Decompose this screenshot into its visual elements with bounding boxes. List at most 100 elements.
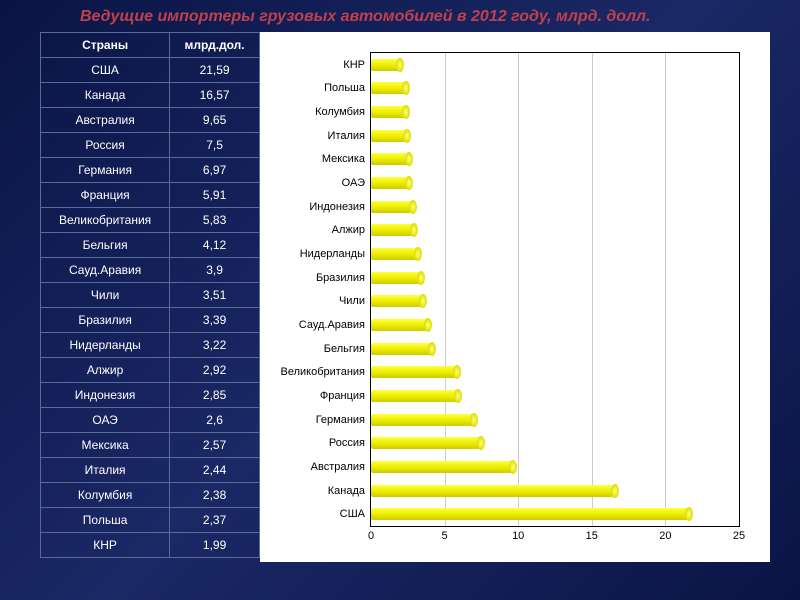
chart-bar — [371, 82, 406, 94]
cell-country: Россия — [41, 133, 170, 158]
cell-value: 5,91 — [170, 183, 260, 208]
y-category-label: Мексика — [322, 153, 365, 165]
bar-body — [371, 248, 418, 260]
table-row: Россия7,5 — [41, 133, 260, 158]
bar-body — [371, 508, 689, 520]
chart-bar — [371, 248, 418, 260]
cell-value: 2,92 — [170, 358, 260, 383]
page-title: Ведущие импортеры грузовых автомобилей в… — [0, 0, 800, 32]
chart-bar — [371, 153, 409, 165]
cell-country: Италия — [41, 458, 170, 483]
bar-cap — [611, 484, 619, 498]
cell-value: 2,6 — [170, 408, 260, 433]
cell-value: 3,39 — [170, 308, 260, 333]
bar-body — [371, 343, 432, 355]
chart-bar — [371, 201, 413, 213]
cell-value: 4,12 — [170, 233, 260, 258]
bar-body — [371, 201, 413, 213]
table-row: КНР1,99 — [41, 533, 260, 558]
table-row: Бельгия4,12 — [41, 233, 260, 258]
bar-cap — [428, 342, 436, 356]
y-category-label: США — [340, 508, 365, 520]
y-category-label: Польша — [324, 82, 365, 94]
y-category-label: Индонезия — [309, 201, 365, 213]
cell-country: Франция — [41, 183, 170, 208]
table-row: Алжир2,92 — [41, 358, 260, 383]
chart-bar — [371, 130, 407, 142]
table-row: Австралия9,65 — [41, 108, 260, 133]
table-row: ОАЭ2,6 — [41, 408, 260, 433]
bar-body — [371, 295, 423, 307]
bar-body — [371, 82, 406, 94]
col-header-value: млрд.дол. — [170, 33, 260, 58]
cell-country: Нидерланды — [41, 333, 170, 358]
cell-value: 6,97 — [170, 158, 260, 183]
bar-body — [371, 272, 421, 284]
chart-bar — [371, 319, 428, 331]
cell-country: Польша — [41, 508, 170, 533]
gridline — [518, 53, 519, 526]
bar-body — [371, 390, 458, 402]
bar-body — [371, 224, 414, 236]
cell-value: 21,59 — [170, 58, 260, 83]
y-category-label: Бразилия — [316, 272, 365, 284]
y-category-label: Германия — [316, 414, 365, 426]
data-table: Страны млрд.дол. США21,59Канада16,57Авст… — [40, 32, 260, 562]
chart-bar — [371, 508, 689, 520]
table-row: Бразилия3,39 — [41, 308, 260, 333]
bar-cap — [509, 460, 517, 474]
chart-bar — [371, 437, 481, 449]
cell-value: 1,99 — [170, 533, 260, 558]
bar-cap — [402, 81, 410, 95]
bar-body — [371, 106, 406, 118]
chart-bar — [371, 390, 458, 402]
chart-bar — [371, 224, 414, 236]
cell-value: 7,5 — [170, 133, 260, 158]
chart-bar — [371, 366, 457, 378]
chart-bar — [371, 106, 406, 118]
col-header-country: Страны — [41, 33, 170, 58]
bar-body — [371, 153, 409, 165]
cell-country: Алжир — [41, 358, 170, 383]
gridline — [445, 53, 446, 526]
y-category-label: ОАЭ — [342, 177, 365, 189]
bar-cap — [453, 365, 461, 379]
cell-country: Индонезия — [41, 383, 170, 408]
bar-cap — [417, 271, 425, 285]
x-tick-label: 10 — [512, 530, 524, 542]
y-category-label: Австралия — [311, 461, 365, 473]
cell-country: США — [41, 58, 170, 83]
table-row: Индонезия2,85 — [41, 383, 260, 408]
cell-country: Канада — [41, 83, 170, 108]
bar-cap — [477, 436, 485, 450]
cell-country: Австралия — [41, 108, 170, 133]
bar-cap — [470, 413, 478, 427]
cell-value: 2,57 — [170, 433, 260, 458]
cell-country: КНР — [41, 533, 170, 558]
cell-country: Бразилия — [41, 308, 170, 333]
bar-cap — [403, 129, 411, 143]
cell-country: Сауд.Аравия — [41, 258, 170, 283]
chart-bar — [371, 295, 423, 307]
bar-body — [371, 319, 428, 331]
table-row: Мексика2,57 — [41, 433, 260, 458]
bar-body — [371, 414, 474, 426]
cell-value: 2,38 — [170, 483, 260, 508]
x-tick-label: 25 — [733, 530, 745, 542]
y-category-label: Великобритания — [281, 366, 365, 378]
bar-body — [371, 437, 481, 449]
table-row: Италия2,44 — [41, 458, 260, 483]
bar-cap — [685, 507, 693, 521]
table-row: Франция5,91 — [41, 183, 260, 208]
table-row: Сауд.Аравия3,9 — [41, 258, 260, 283]
chart-bar — [371, 272, 421, 284]
bar-body — [371, 130, 407, 142]
bar-cap — [405, 176, 413, 190]
y-category-label: Колумбия — [315, 106, 365, 118]
bar-body — [371, 485, 615, 497]
table-row: Германия6,97 — [41, 158, 260, 183]
bar-cap — [414, 247, 422, 261]
bar-body — [371, 461, 513, 473]
cell-country: Германия — [41, 158, 170, 183]
chart-bar — [371, 59, 400, 71]
